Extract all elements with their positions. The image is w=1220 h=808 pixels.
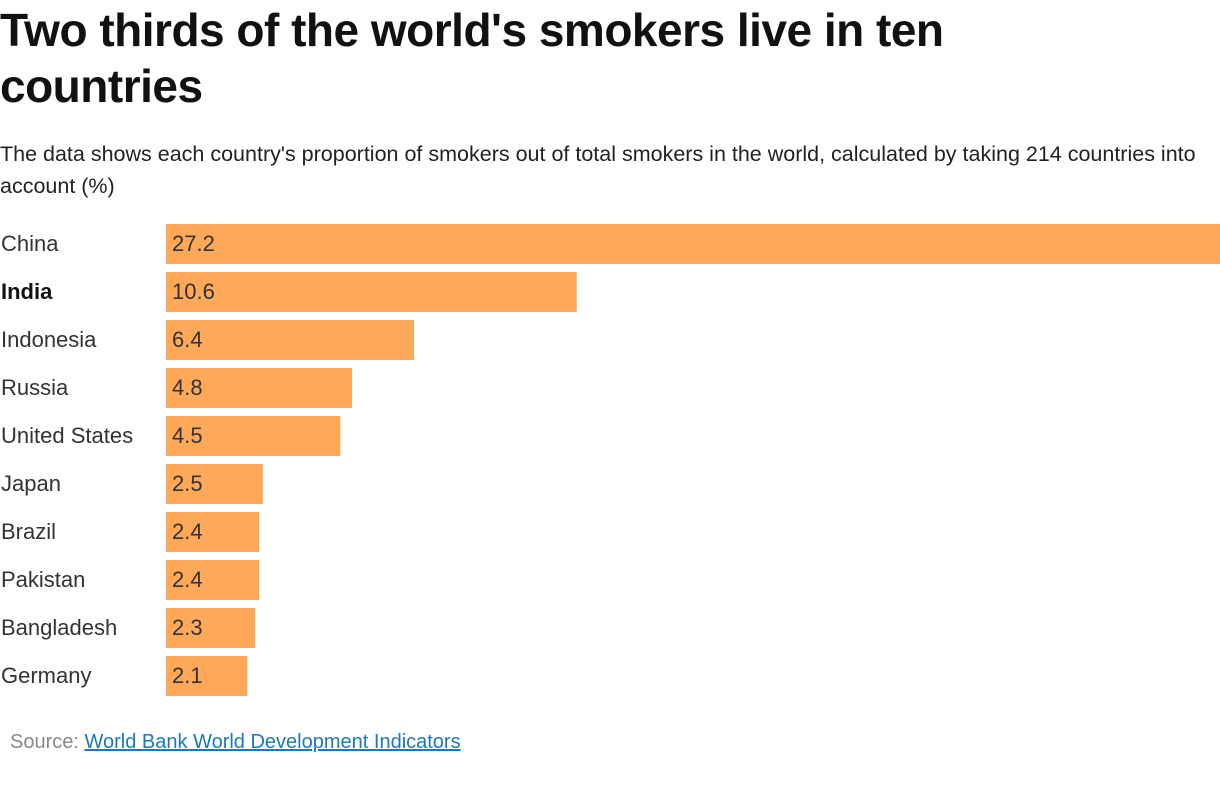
bar xyxy=(166,560,259,600)
chart: China 27.2 India 10.6 Indonesia 6.4 Russia 4.8 U… xyxy=(1,224,1220,696)
category-label: Russia xyxy=(1,375,69,400)
source-label: Source: xyxy=(10,731,79,753)
chart-title: Two thirds of the world's smokers live i… xyxy=(0,4,944,112)
value-label: 2.5 xyxy=(172,471,203,496)
category-label: Brazil xyxy=(1,519,56,544)
value-label: 10.6 xyxy=(172,279,215,304)
value-label: 2.1 xyxy=(172,663,203,688)
value-label: 27.2 xyxy=(172,231,215,256)
value-label: 2.4 xyxy=(172,567,203,592)
bar xyxy=(166,416,341,456)
category-label: United States xyxy=(1,423,133,448)
bar xyxy=(166,608,256,648)
chart-subtitle: The data shows each country's proportion… xyxy=(0,142,1196,198)
bar xyxy=(166,224,1220,264)
category-label: Japan xyxy=(1,471,61,496)
category-label: India xyxy=(1,279,53,304)
category-label: Germany xyxy=(1,663,91,688)
bar xyxy=(166,464,263,504)
category-label: Pakistan xyxy=(1,567,85,592)
value-label: 2.3 xyxy=(172,615,203,640)
category-label: Indonesia xyxy=(1,327,97,352)
category-label: China xyxy=(1,231,59,256)
value-label: 4.8 xyxy=(172,375,203,400)
bar xyxy=(166,368,352,408)
bar xyxy=(166,272,577,312)
value-label: 2.4 xyxy=(172,519,203,544)
category-label: Bangladesh xyxy=(1,615,117,640)
value-label: 4.5 xyxy=(172,423,203,448)
source: Source: World Bank World Development Ind… xyxy=(10,731,461,754)
value-label: 6.4 xyxy=(172,327,203,352)
bar xyxy=(166,656,248,696)
bar xyxy=(166,512,259,552)
source-link[interactable]: World Bank World Development Indicators xyxy=(84,731,461,753)
bar xyxy=(166,320,414,360)
